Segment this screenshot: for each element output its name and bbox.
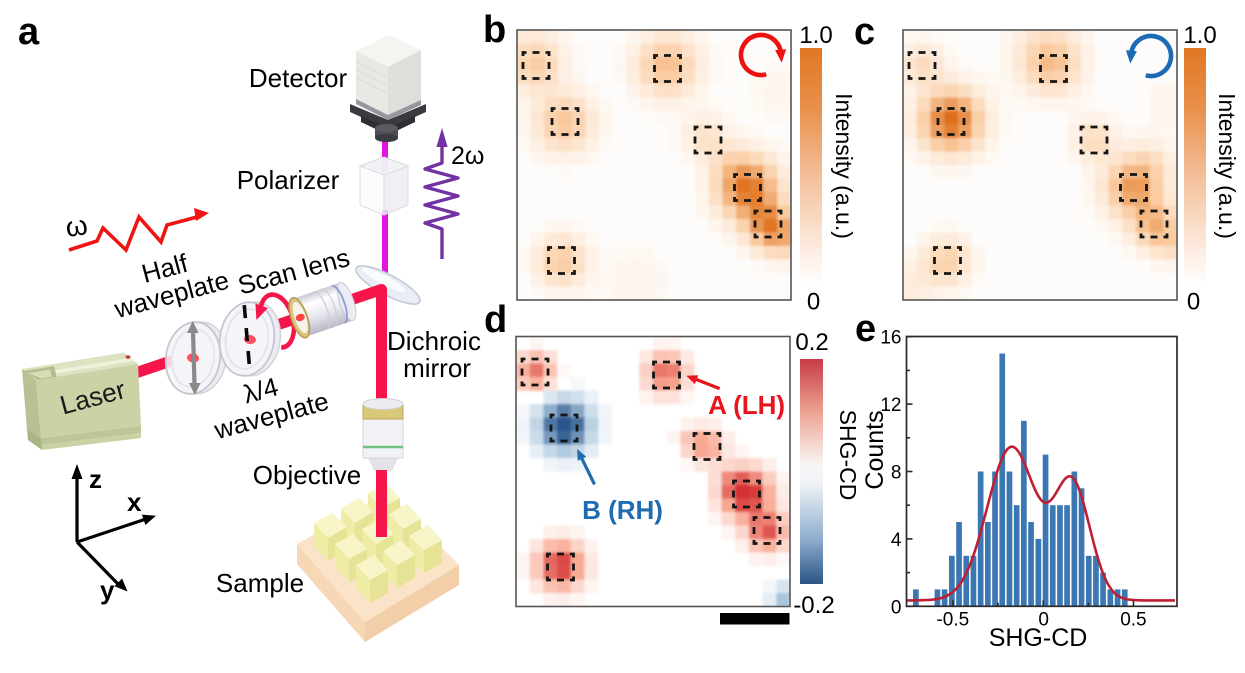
- svg-text:Dichroic: Dichroic: [387, 326, 481, 356]
- svg-text:0: 0: [891, 597, 902, 618]
- svg-text:Intensity (a.u.): Intensity (a.u.): [1214, 93, 1240, 239]
- svg-text:Intensity (a.u.): Intensity (a.u.): [831, 93, 857, 239]
- svg-text:a: a: [18, 11, 40, 53]
- svg-text:0.2: 0.2: [795, 329, 828, 356]
- svg-text:1.0: 1.0: [799, 22, 832, 49]
- svg-text:e: e: [855, 308, 876, 350]
- svg-text:0.5: 0.5: [1120, 610, 1146, 631]
- svg-text:SHG-CD: SHG-CD: [989, 624, 1088, 652]
- svg-text:y: y: [100, 575, 115, 605]
- svg-text:0: 0: [1038, 610, 1049, 631]
- svg-text:Polarizer: Polarizer: [237, 165, 340, 195]
- svg-text:Sample: Sample: [216, 568, 304, 598]
- svg-text:Detector: Detector: [249, 63, 348, 93]
- svg-text:0: 0: [1187, 289, 1200, 316]
- svg-text:d: d: [484, 299, 507, 341]
- svg-text:8: 8: [891, 463, 902, 484]
- svg-text:SHG-CD: SHG-CD: [835, 410, 861, 501]
- svg-text:0: 0: [807, 289, 820, 316]
- svg-text:B (RH): B (RH): [582, 495, 663, 525]
- svg-text:Counts: Counts: [861, 410, 889, 489]
- svg-text:-0.2: -0.2: [793, 592, 834, 619]
- svg-text:c: c: [854, 11, 875, 53]
- svg-text:A (LH): A (LH): [708, 390, 785, 420]
- svg-text:mirror: mirror: [403, 353, 471, 383]
- svg-text:Objective: Objective: [253, 460, 361, 490]
- svg-text:z: z: [89, 464, 102, 494]
- svg-text:ω: ω: [64, 209, 90, 243]
- svg-text:4: 4: [891, 530, 902, 551]
- svg-text:-0.5: -0.5: [936, 610, 969, 631]
- svg-text:x: x: [127, 487, 142, 517]
- svg-text:16: 16: [880, 328, 901, 349]
- svg-text:12: 12: [880, 395, 901, 416]
- svg-text:b: b: [483, 9, 506, 51]
- svg-text:1.0: 1.0: [1183, 22, 1216, 49]
- svg-text:2ω: 2ω: [451, 142, 484, 170]
